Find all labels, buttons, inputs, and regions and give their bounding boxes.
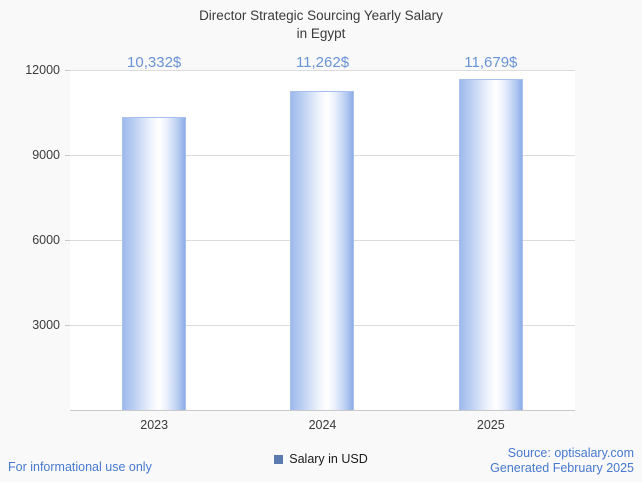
chart-title-line1: Director Strategic Sourcing Yearly Salar… bbox=[199, 8, 443, 23]
generated-text: Generated February 2025 bbox=[490, 461, 634, 476]
y-axis-tickmark bbox=[65, 155, 70, 156]
source-block: Source: optisalary.com Generated Februar… bbox=[490, 446, 634, 477]
x-axis-labels-row: 2023 2024 2025 bbox=[70, 418, 575, 434]
source-link[interactable]: Source: optisalary.com bbox=[507, 445, 634, 460]
gridline bbox=[70, 70, 575, 71]
legend: Salary in USD bbox=[0, 452, 642, 466]
y-axis-tickmark bbox=[65, 240, 70, 241]
x-axis-label: 2025 bbox=[476, 418, 505, 432]
legend-swatch-icon bbox=[274, 454, 284, 464]
chart-title-line2: in Egypt bbox=[296, 25, 346, 41]
plot-area bbox=[65, 70, 575, 411]
bar-2024 bbox=[290, 90, 355, 410]
value-labels-row: 10,332$ 11,262$ 11,679$ bbox=[70, 54, 575, 72]
bar-value-label: 10,332$ bbox=[127, 54, 182, 71]
disclaimer-text: For informational use only bbox=[8, 460, 152, 474]
bar-slot-2025 bbox=[407, 70, 575, 410]
bar-slot-2023 bbox=[70, 70, 238, 410]
y-axis-tickmark bbox=[65, 70, 70, 71]
x-axis-label: 2023 bbox=[140, 418, 169, 432]
y-axis-tickmark bbox=[65, 325, 70, 326]
y-axis: 3000 6000 9000 12000 bbox=[0, 63, 60, 410]
legend-label: Salary in USD bbox=[289, 452, 368, 466]
y-axis-tick-label: 12000 bbox=[25, 63, 60, 77]
x-axis-label: 2024 bbox=[308, 418, 337, 432]
bar-2025 bbox=[458, 79, 523, 410]
y-axis-tick-label: 6000 bbox=[32, 233, 60, 247]
bar-value-label: 11,262$ bbox=[295, 54, 350, 71]
chart-title: Director Strategic Sourcing Yearly Salar… bbox=[0, 7, 642, 42]
bar-slot-2024 bbox=[238, 70, 406, 410]
y-axis-tick-label: 3000 bbox=[32, 318, 60, 332]
bar-value-label: 11,679$ bbox=[464, 54, 518, 71]
bar-2023 bbox=[122, 117, 187, 410]
y-axis-tick-label: 9000 bbox=[32, 148, 60, 162]
